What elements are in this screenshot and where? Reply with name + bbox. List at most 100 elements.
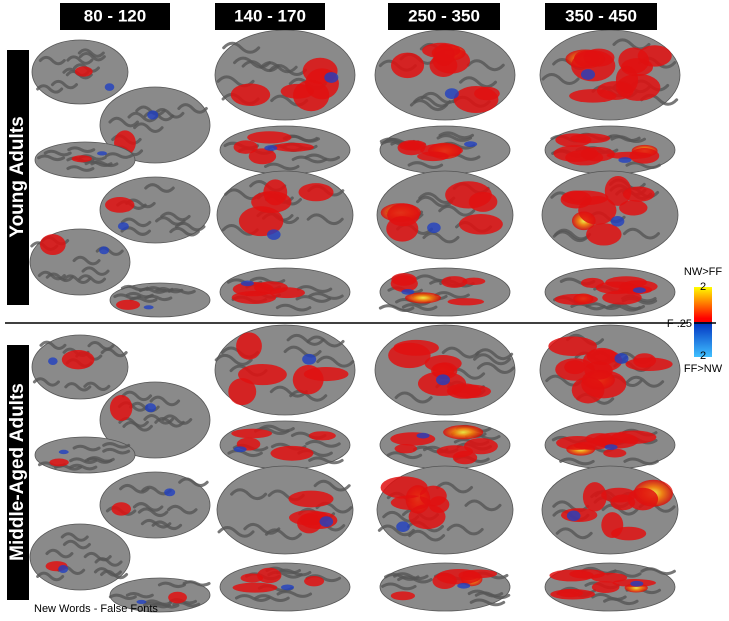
- sulcus: [155, 286, 184, 294]
- deactivation: [136, 599, 147, 604]
- sulcus: [121, 390, 153, 402]
- sulcus: [605, 134, 641, 143]
- sulcus: [264, 528, 302, 541]
- activation: [397, 140, 426, 156]
- activation: [548, 336, 597, 357]
- deactivation: [457, 582, 471, 589]
- sulcus: [36, 84, 64, 94]
- deactivation: [264, 145, 278, 151]
- sulcus: [36, 571, 65, 582]
- sulcus: [43, 149, 72, 157]
- sulcus: [446, 523, 484, 536]
- activation: [561, 190, 609, 206]
- sulcus: [37, 154, 66, 162]
- colorbar: [694, 287, 712, 357]
- deactivation: [319, 516, 334, 527]
- activation: [468, 191, 498, 212]
- colorbar-value: 2: [700, 350, 706, 362]
- sulcus: [178, 477, 209, 488]
- brain: [216, 170, 354, 260]
- sulcus: [407, 161, 444, 169]
- column-header: 350 - 450: [565, 6, 637, 25]
- brain: [216, 465, 354, 555]
- activation: [603, 448, 627, 458]
- sulcus: [60, 532, 89, 542]
- activation: [453, 85, 499, 114]
- caption: New Words - False Fonts: [34, 603, 158, 615]
- sulcus: [609, 302, 645, 311]
- sulcus: [157, 581, 186, 589]
- deactivation: [618, 157, 632, 163]
- sulcus: [214, 353, 253, 366]
- sulcus: [276, 590, 313, 598]
- deactivation: [147, 110, 159, 120]
- deactivation: [97, 151, 108, 156]
- sulcus: [304, 153, 341, 162]
- sulcus: [626, 375, 665, 388]
- activation: [549, 569, 594, 582]
- activation: [111, 502, 132, 516]
- activation: [232, 281, 274, 297]
- row-label: Middle-Aged Adults: [7, 383, 28, 561]
- activation: [447, 298, 485, 306]
- sulcus: [559, 457, 595, 466]
- sulcus: [94, 557, 123, 567]
- activation: [405, 292, 442, 304]
- activation: [424, 355, 462, 373]
- sulcus: [230, 488, 268, 501]
- sulcus: [81, 266, 110, 276]
- colorbar-label: F .25: [667, 318, 692, 330]
- sulcus: [222, 41, 261, 54]
- sulcus: [386, 451, 423, 460]
- activation: [555, 358, 595, 381]
- deactivation: [581, 69, 596, 80]
- sulcus: [153, 108, 185, 119]
- sulcus: [466, 59, 505, 72]
- sulcus: [233, 56, 272, 69]
- deactivation: [614, 353, 629, 364]
- sulcus: [234, 594, 271, 602]
- header-box: [60, 3, 170, 30]
- sulcus: [554, 228, 592, 241]
- sulcus: [313, 479, 351, 492]
- activation: [462, 277, 486, 285]
- sulcus: [409, 99, 448, 112]
- sulcus: [135, 105, 166, 117]
- sulcus: [137, 507, 169, 518]
- activation: [601, 512, 624, 539]
- sulcus: [69, 463, 98, 471]
- deactivation: [416, 432, 430, 439]
- sulcus: [622, 227, 660, 240]
- sulcus: [408, 529, 446, 542]
- sulcus: [295, 295, 332, 303]
- sulcus: [45, 272, 74, 283]
- sulcus: [102, 442, 131, 449]
- deactivation: [632, 287, 646, 294]
- deactivation: [143, 305, 154, 310]
- activation: [408, 504, 446, 530]
- activation: [232, 582, 278, 593]
- deactivation: [240, 280, 254, 287]
- deactivation: [99, 246, 110, 255]
- activation: [571, 376, 605, 404]
- activation: [386, 216, 419, 242]
- activation: [269, 287, 305, 299]
- activation: [236, 332, 262, 360]
- sulcus: [125, 592, 154, 599]
- deactivation: [464, 141, 478, 148]
- activation: [593, 432, 639, 449]
- activation: [604, 176, 632, 206]
- activation: [257, 567, 282, 584]
- sulcus: [177, 103, 208, 114]
- sulcus: [155, 216, 186, 226]
- colorbar-label: FF>NW: [684, 363, 723, 375]
- activation: [615, 65, 639, 94]
- activation: [554, 293, 598, 305]
- deactivation: [630, 580, 644, 587]
- deactivation: [58, 449, 69, 455]
- sulcus: [296, 285, 333, 293]
- sulcus: [45, 548, 74, 559]
- deactivation: [58, 565, 69, 573]
- sulcus: [66, 165, 95, 172]
